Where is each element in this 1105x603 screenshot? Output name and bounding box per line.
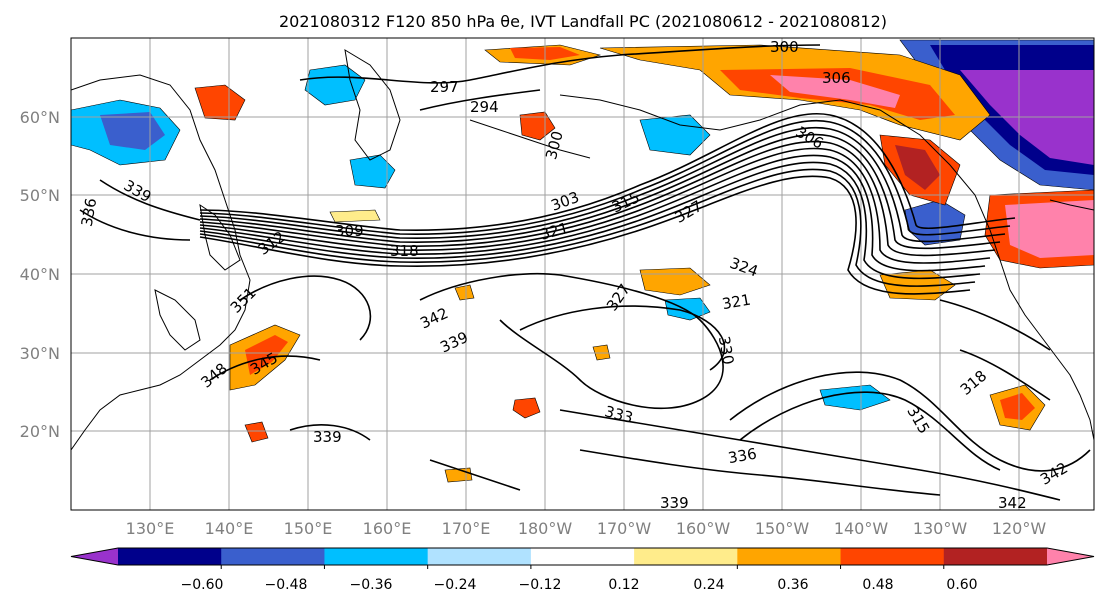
contour-label: 336: [727, 445, 758, 468]
colorbar-tick-label: 0.12: [608, 577, 639, 593]
longitude-label: 150°E: [284, 519, 333, 538]
colorbar-segments: [70, 547, 1095, 566]
longitude-label: 160°W: [676, 519, 731, 538]
longitude-label: 120°W: [992, 519, 1047, 538]
colorbar-extend-low: [71, 548, 118, 565]
colorbar-tick-label: −0.48: [265, 577, 308, 593]
longitude-label: 170°W: [597, 519, 652, 538]
colorbar-tick-label: −0.60: [181, 577, 224, 593]
colorbar-segment: [427, 548, 532, 565]
colorbar-segment: [221, 548, 325, 565]
colorbar-segment: [530, 548, 635, 565]
contour-label: 297: [430, 78, 459, 96]
figure-title: 2021080312 F120 850 hPa θe, IVT Landfall…: [279, 12, 887, 31]
colorbar-tick-label: 0.60: [946, 577, 977, 593]
latitude-label: 60°N: [20, 108, 60, 127]
colorbar-extend-high: [1047, 548, 1094, 565]
contour-label: 339: [313, 428, 342, 446]
latitude-axis: 60°N 50°N 40°N 30°N 20°N: [20, 108, 60, 441]
longitude-label: 140°W: [834, 519, 889, 538]
latitude-label: 40°N: [20, 265, 60, 284]
longitude-axis: 130°E 140°E 150°E 160°E 170°E 180°W 170°…: [126, 519, 1047, 538]
map-frame: [70, 37, 1095, 511]
longitude-label: 140°E: [205, 519, 254, 538]
contour-label: 300: [770, 38, 799, 56]
longitude-label: 160°E: [363, 519, 412, 538]
latitude-label: 20°N: [20, 422, 60, 441]
colorbar-tick-label: 0.24: [693, 577, 724, 593]
latitude-label: 30°N: [20, 344, 60, 363]
longitude-label: 150°W: [755, 519, 810, 538]
colorbar-tick-label: −0.24: [434, 577, 477, 593]
longitude-label: 170°E: [442, 519, 491, 538]
contour-label: 294: [470, 98, 499, 116]
colorbar-tick-label: 0.36: [777, 577, 808, 593]
colorbar-segment: [324, 548, 429, 565]
contour-label: 336: [78, 197, 101, 228]
colorbar-segment: [737, 548, 842, 565]
colorbar-tick-label: −0.12: [519, 577, 562, 593]
graticule: [71, 38, 1094, 510]
anomaly-fill-layer: [71, 39, 1094, 483]
colorbar-tick-labels: −0.60 −0.48 −0.36 −0.24 −0.12 0.12 0.24 …: [181, 577, 978, 593]
contour-label: 309: [335, 222, 364, 240]
colorbar-tick-label: 0.48: [862, 577, 893, 593]
contour-label: 321: [721, 291, 752, 314]
colorbar-segment: [634, 548, 738, 565]
map-plot-area: 300 306 297 294 300 306 303 315 321 327 …: [70, 37, 1095, 512]
contour-label: 318: [390, 242, 419, 260]
colorbar: −0.60 −0.48 −0.36 −0.24 −0.12 0.12 0.24 …: [70, 547, 1095, 593]
theta-e-contours: [79, 44, 1091, 501]
colorbar-segment: [943, 548, 1048, 565]
longitude-label: 180°W: [518, 519, 573, 538]
contour-label: 330: [715, 335, 738, 366]
colorbar-tick-label: −0.36: [350, 577, 393, 593]
longitude-label: 130°W: [913, 519, 968, 538]
colorbar-segment: [840, 548, 945, 565]
colorbar-segment: [118, 548, 222, 565]
contour-label: 339: [660, 494, 689, 512]
longitude-label: 130°E: [126, 519, 175, 538]
latitude-label: 50°N: [20, 186, 60, 205]
colorbar-outline: [70, 547, 1095, 566]
contour-label: 342: [998, 494, 1027, 512]
contour-label: 306: [822, 69, 851, 87]
colorbar-ticks: [220, 565, 945, 569]
